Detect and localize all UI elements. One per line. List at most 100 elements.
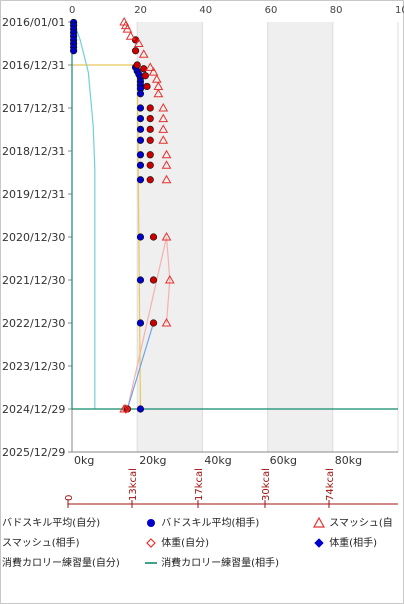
legend-label-calorie-opponent: 消費カロリー練習量(相手) <box>161 558 279 569</box>
series-line <box>73 21 96 409</box>
legend-item-weight-opponent: 体重(相手) <box>312 534 377 554</box>
y-tick-label: 2018/12/31 <box>2 145 65 158</box>
data-point <box>140 65 148 73</box>
calorie-tick-label: 17kcal <box>194 468 205 501</box>
y-tick-label: 2017/12/31 <box>2 102 65 115</box>
triangle-marker-icon <box>312 516 326 528</box>
diamond-marker-icon <box>314 538 324 548</box>
data-point <box>133 38 144 47</box>
legend-item-calorie-opponent: 消費カロリー練習量(相手) <box>144 554 279 574</box>
data-point <box>158 135 169 144</box>
data-point <box>161 160 172 169</box>
y-tick-label: 2021/12/30 <box>2 274 65 287</box>
data-point <box>149 319 158 327</box>
line-marker-icon <box>145 562 157 564</box>
data-point <box>70 47 78 55</box>
bottom-tick-label: 60kg <box>270 454 297 467</box>
data-point <box>136 176 145 184</box>
data-point <box>136 161 145 169</box>
legend-label-skill-self: バドスキル平均(自分) <box>2 518 101 529</box>
data-point <box>136 136 145 144</box>
calorie-tick-label: 74kcal <box>325 468 336 501</box>
data-point <box>136 276 145 284</box>
legend-item-weight-self: 体重(自分) <box>144 534 209 554</box>
chart-svg: 2016/01/01 2016/12/31 2017/12/31 2018/12/31… <box>2 5 404 508</box>
data-point <box>148 67 159 76</box>
bottom-tick-label: 0kg <box>74 454 94 467</box>
data-point <box>149 233 158 241</box>
data-point <box>164 274 175 284</box>
calorie-tick-label: 13kcal <box>128 468 139 501</box>
legend-label-calorie-self: 消費カロリー練習量(自分) <box>2 558 120 569</box>
data-point <box>146 176 154 184</box>
bottom-tick-label: 40kg <box>204 454 231 467</box>
top-tick-label: 10 <box>395 5 404 16</box>
data-point <box>122 24 133 33</box>
data-point <box>136 405 144 413</box>
data-point <box>153 88 164 98</box>
data-point <box>146 161 154 169</box>
data-point <box>158 102 169 112</box>
top-tick-label: 60 <box>265 5 278 16</box>
data-point <box>146 125 154 133</box>
plot-area <box>72 22 398 452</box>
data-point <box>161 231 172 241</box>
top-tick-label: 40 <box>199 5 212 16</box>
data-point <box>146 151 154 159</box>
data-point <box>136 104 145 112</box>
data-point <box>133 61 141 69</box>
top-tick-label: 20 <box>134 5 147 16</box>
top-tick-label: 80 <box>330 5 343 16</box>
data-point <box>121 404 131 414</box>
chart-legend: バドスキル平均(自分) バドスキル平均(相手) スマッシュ(自 スマッシュ(相手… <box>0 514 404 574</box>
y-tick-label: 2022/12/30 <box>2 317 65 330</box>
data-point <box>149 276 158 284</box>
legend-label-weight-opponent: 体重(相手) <box>329 538 377 549</box>
y-tick-label: 2025/12/29 <box>2 446 65 459</box>
calorie-tick-label: 0 <box>64 495 75 501</box>
data-point <box>143 82 151 91</box>
series-line <box>126 236 171 410</box>
y-tick-label: 2016/01/01 <box>2 16 65 29</box>
y-tick-label: 2024/12/29 <box>2 403 65 416</box>
legend-label-skill-opponent: バドスキル平均(相手) <box>161 518 260 529</box>
data-point <box>136 90 145 98</box>
legend-item-skill-opponent: バドスキル平均(相手) <box>144 514 259 534</box>
data-point <box>136 125 145 133</box>
data-point <box>161 317 172 327</box>
legend-label-smash-opponent: スマッシュ(相手) <box>2 538 80 549</box>
legend-item-smash-self: スマッシュ(自 <box>312 514 393 534</box>
data-point <box>136 115 145 123</box>
data-point <box>146 104 154 112</box>
legend-label-smash-self: スマッシュ(自 <box>329 518 393 529</box>
legend-label-weight-self: 体重(自分) <box>161 538 209 549</box>
data-point <box>145 62 156 71</box>
data-point <box>161 174 172 184</box>
top-tick-label: 0 <box>69 5 75 16</box>
bottom-tick-label: 20kg <box>139 454 166 467</box>
bottom-tick-label: 80kg <box>335 454 362 467</box>
y-tick-label: 2019/12/31 <box>2 188 65 201</box>
data-point <box>158 124 169 133</box>
data-point <box>146 136 154 144</box>
y-tick-label: 2020/12/30 <box>2 231 65 244</box>
data-point <box>161 149 172 159</box>
data-point <box>151 74 162 83</box>
data-point <box>136 319 145 327</box>
y-tick-label: 2016/12/31 <box>2 59 65 72</box>
calorie-tick-label: 30kcal <box>261 468 272 501</box>
y-tick-label: 2023/12/30 <box>2 360 65 373</box>
shaded-band <box>137 22 203 452</box>
data-point <box>131 47 140 55</box>
data-point <box>136 151 145 159</box>
series-line <box>126 322 155 410</box>
data-point <box>138 49 149 58</box>
red-circle-marker-icon <box>147 519 155 527</box>
data-point <box>125 31 136 40</box>
shaded-band <box>267 22 333 452</box>
data-point <box>146 115 154 123</box>
diamond-open-marker-icon <box>146 538 156 548</box>
series-line <box>71 22 398 410</box>
data-point <box>158 113 169 123</box>
data-point <box>136 233 145 241</box>
